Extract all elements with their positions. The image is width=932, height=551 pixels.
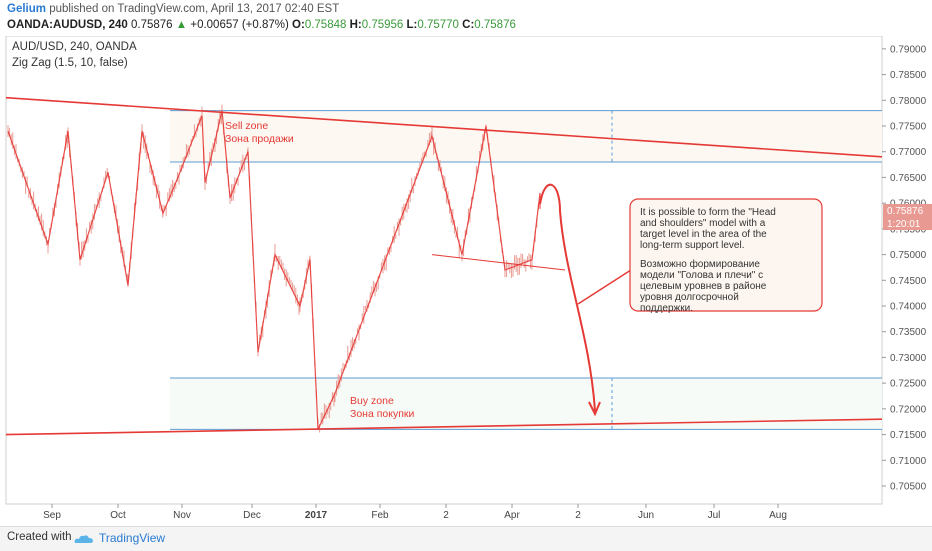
indicator-label[interactable]: Zig Zag (1.5, 10, false)	[12, 57, 128, 69]
tradingview-cloud-icon[interactable]	[74, 533, 94, 545]
callout-line-en: target level in the area of the	[640, 229, 767, 240]
buy-zone-label-en: Buy zone	[350, 395, 394, 407]
sell-zone-label-ru: Зона продажи	[225, 133, 294, 145]
high-label: H:	[349, 19, 362, 31]
open-value: 0.75848	[304, 19, 347, 31]
published-text: published on TradingView.com, April 13, …	[49, 3, 340, 15]
callout-line-ru: целевым уровнев в районе	[640, 281, 767, 292]
footer: Created with TradingView	[0, 526, 932, 551]
up-triangle-icon: ▲	[175, 19, 188, 31]
price-chart[interactable]: 0.79000 0.78500 0.78000 0.77500 0.77000 0.765…	[0, 35, 932, 526]
low-label: L:	[406, 19, 418, 31]
current-price-value: 0.75876	[887, 206, 924, 217]
y-tick-label: 0.74000	[890, 302, 927, 313]
x-tick-label: Jun	[638, 510, 654, 521]
y-tick-label: 0.78500	[890, 70, 927, 81]
x-tick-label: Sep	[43, 510, 61, 521]
x-tick-label: 2	[575, 510, 581, 521]
trendlines	[5, 96, 883, 436]
y-tick-label: 0.72500	[890, 379, 927, 390]
support-trendline	[5, 418, 883, 436]
x-tick-label: 2017	[305, 510, 328, 521]
countdown-value: 1:20:01	[887, 219, 921, 230]
y-tick-label: 0.77000	[890, 147, 927, 158]
y-tick-label: 0.77500	[890, 122, 927, 133]
neckline	[431, 254, 566, 271]
callout-line-ru: уровня долгосрочной	[640, 292, 739, 303]
price-change: +0.00657 (+0.87%)	[190, 19, 289, 31]
x-tick-label: Oct	[110, 510, 126, 521]
countdown-tag	[883, 217, 932, 230]
tradingview-brand-link[interactable]: TradingView	[99, 531, 166, 545]
y-tick-label: 0.71500	[890, 430, 927, 441]
resistance-trendline	[5, 96, 883, 158]
price-axis[interactable]	[882, 36, 932, 504]
x-tick-label: Feb	[371, 510, 389, 521]
x-tick-label: Jul	[708, 510, 721, 521]
header: Gelium published on TradingView.com, Apr…	[0, 0, 932, 36]
y-tick-label: 0.73500	[890, 327, 927, 338]
current-price-tag	[883, 204, 932, 217]
y-tick-label: 0.73000	[890, 353, 927, 364]
callout-line-en: and shoulders" model with a	[640, 218, 766, 229]
y-tick-label: 0.74500	[890, 276, 927, 287]
close-value: 0.75876	[474, 19, 516, 31]
callout-line-ru: поддержки.	[640, 303, 693, 314]
high-value: 0.75956	[361, 19, 404, 31]
callout-line-ru: Возможно формирование	[640, 258, 760, 270]
sell-zone-label-en: Sell zone	[225, 120, 268, 132]
x-tick-label: Apr	[504, 510, 520, 521]
y-tick-label: 0.71000	[890, 456, 927, 467]
projection-arrow	[539, 183, 596, 412]
x-tick-label: 2	[443, 510, 449, 521]
created-with-label: Created with	[7, 531, 72, 543]
publish-info: Gelium published on TradingView.com, Apr…	[7, 3, 339, 15]
x-tick-label: Dec	[243, 510, 261, 521]
symbol-info: OANDA:AUDUSD, 240 0.75876 ▲ +0.00657 (+0…	[7, 19, 516, 31]
projection-arrowhead	[588, 401, 601, 417]
zigzag-indicator	[7, 110, 541, 430]
close-label: C:	[462, 19, 475, 31]
buy-zone-label-ru: Зона покупки	[350, 408, 415, 420]
callout-box[interactable]	[629, 198, 823, 312]
low-value: 0.75770	[417, 19, 459, 31]
y-tick-label: 0.72000	[890, 404, 927, 415]
open-label: O:	[292, 19, 305, 31]
chart-area[interactable]: 0.79000 0.78500 0.78000 0.77500 0.77000 0.765…	[0, 35, 932, 526]
y-tick-label: 0.76500	[890, 173, 927, 184]
author-link[interactable]: Gelium	[7, 3, 46, 15]
x-axis-ticks: Sep Oct Nov Dec 2017 Feb 2 Apr 2 Jun Jul Aug	[43, 504, 787, 521]
chart-title: AUD/USD, 240, OANDA	[12, 41, 137, 53]
y-tick-label: 0.70500	[890, 482, 927, 493]
callout-line-en: It is possible to form the "Head	[640, 207, 776, 218]
sell-zone-fill	[170, 110, 882, 162]
last-price: 0.75876	[130, 19, 173, 31]
zigzag-line	[7, 110, 541, 430]
x-tick-label: Nov	[173, 510, 191, 521]
y-tick-label: 0.75000	[890, 250, 927, 261]
y-tick-label: 0.78000	[890, 96, 927, 107]
callout-line-ru: модели "Голова и плечи" с	[640, 270, 763, 281]
x-tick-label: Aug	[769, 510, 787, 521]
symbol-label: OANDA:AUDUSD, 240	[7, 19, 128, 31]
y-tick-label: 0.79000	[890, 44, 927, 55]
callout-line-en: long-term support level.	[640, 240, 745, 251]
